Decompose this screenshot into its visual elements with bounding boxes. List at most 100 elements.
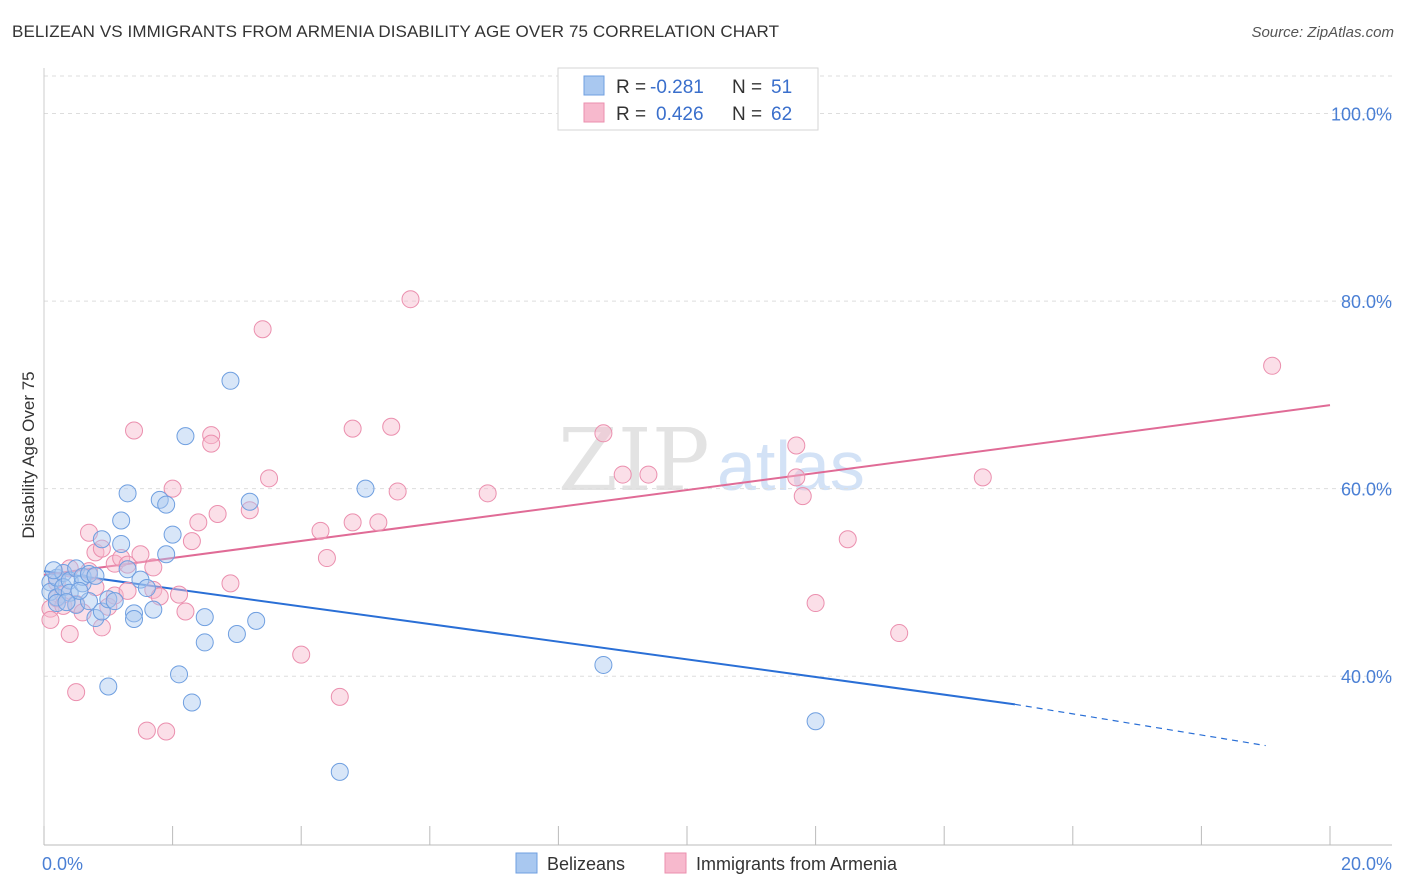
armenia-point [890,624,909,643]
armenia-point [787,468,806,487]
armenia-point [112,549,131,568]
armenia-point [401,290,420,309]
legend-swatch-belizeans [583,75,605,96]
belizean-point [195,633,214,652]
armenia-point [182,532,201,551]
y-tick-label: 60.0% [1341,480,1392,500]
armenia-point [118,555,137,574]
belizean-point [112,534,131,553]
legend-swatch-armenia [583,102,605,123]
belizean-point [86,566,105,585]
belizean-point [150,490,169,509]
armenia-point [613,465,632,484]
y-tick-label: 40.0% [1341,667,1392,687]
belizean-point [247,611,266,630]
armenia-point [202,434,221,453]
chart-source: Source: ZipAtlas.com [1251,24,1394,41]
legend-n-value-2: 62 [771,104,792,125]
armenia-point [330,687,349,706]
armenia-point [343,513,362,532]
belizean-point [195,608,214,627]
belizean-point [125,604,144,623]
x-tick-label: 20.0% [1341,854,1392,874]
armenia-point [806,594,825,613]
bottom-legend-swatch-armenia [664,852,687,874]
belizean-trend-extension [1014,703,1266,747]
legend-r-value-2: 0.426 [656,104,704,125]
armenia-point [41,610,60,629]
armenia-point [189,513,208,532]
belizean-trend-line [43,570,1016,706]
belizean-point [57,593,76,612]
armenia-point [60,559,79,578]
belizean-point [157,495,176,514]
legend-r-value-1: -0.281 [650,77,704,98]
belizean-point [99,677,118,696]
belizean-point [170,665,189,684]
armenia-point [92,618,111,637]
armenia-point [208,504,227,523]
belizean-point [118,484,137,503]
armenia-point [369,513,388,532]
belizean-point [112,511,131,530]
belizean-point [105,592,124,611]
bottom-legend: Belizeans Immigrants from Armenia [515,852,898,874]
armenia-point [125,421,144,440]
armenia-trend-line [43,404,1331,576]
armenia-point [170,585,189,604]
armenia-point [253,320,272,339]
armenia-point [343,419,362,438]
belizean-point [594,655,613,674]
belizean-point [99,590,118,609]
belizean-point [176,427,195,446]
belizean-point [137,579,156,598]
watermark: ZIP atlas [558,411,865,511]
armenia-point [292,645,311,664]
armenia-point [382,417,401,436]
belizean-point [806,712,825,731]
armenia-point [92,539,111,558]
belizean-point [47,594,66,613]
data-points [41,290,1282,781]
bottom-legend-swatch-belizeans [515,852,538,874]
armenia-point [150,587,169,606]
chart-title: BELIZEAN VS IMMIGRANTS FROM ARMENIA DISA… [12,22,780,41]
armenia-point [838,530,857,549]
belizean-point [80,564,99,583]
bottom-legend-belizeans: Belizeans [547,854,625,874]
belizean-point [86,609,105,628]
x-tick-label: 0.0% [42,854,83,874]
armenia-point [67,683,86,702]
armenia-point [793,487,812,506]
armenia-point [1263,356,1282,375]
belizean-point [240,492,259,511]
belizean-point [92,530,111,549]
belizean-point [221,371,240,390]
armenia-point [388,482,407,501]
legend-n-label-2: N = [732,104,762,125]
armenia-point [317,549,336,568]
belizean-point [125,609,144,628]
watermark-zip: ZIP [558,411,710,511]
grid-lines [44,75,1392,677]
legend-r-label-2: R = [616,104,646,125]
armenia-point [311,521,330,540]
armenia-point [118,581,137,600]
armenia-point [639,465,658,484]
belizean-point [330,762,349,781]
belizean-point [70,581,89,600]
legend-n-label-1: N = [732,77,762,98]
belizean-point [163,525,182,544]
belizean-point [227,624,246,643]
armenia-point [787,436,806,455]
belizean-point [157,545,176,564]
armenia-point [144,580,163,599]
legend: R = -0.281 N = 51 R = 0.426 N = 62 [557,67,819,131]
armenia-point [144,558,163,577]
armenia-point [163,479,182,498]
armenia-point [137,721,156,740]
trend-lines [43,404,1331,747]
armenia-point [221,574,240,593]
armenia-point [478,484,497,503]
